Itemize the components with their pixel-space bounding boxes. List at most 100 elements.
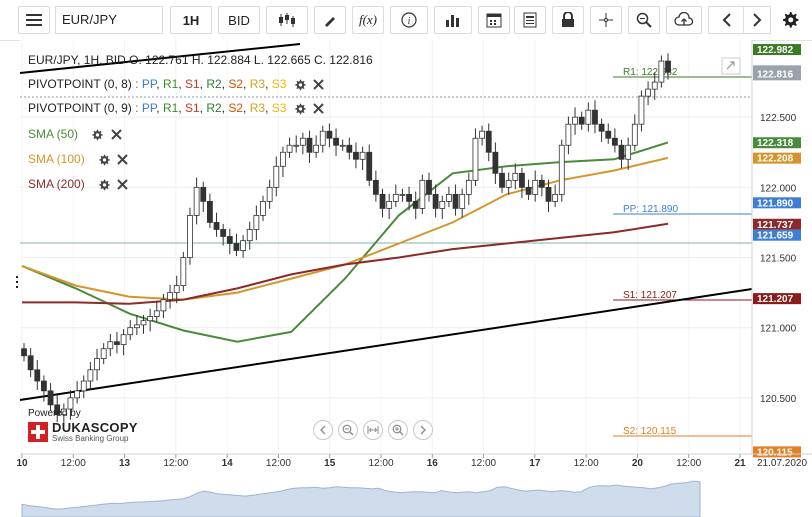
candle-body: [226, 236, 233, 244]
candle-body: [233, 243, 240, 251]
candle-body: [54, 404, 61, 416]
upload-button[interactable]: [666, 6, 702, 34]
gear-icon[interactable]: [98, 154, 110, 166]
menu-button[interactable]: [18, 6, 50, 34]
level-s2: S2: [228, 101, 244, 115]
close-icon[interactable]: [117, 154, 129, 166]
candle-body: [472, 137, 479, 181]
indicator-name: SMA (50): [28, 127, 79, 141]
candle-body: [598, 123, 605, 132]
gear-icon[interactable]: [98, 179, 110, 191]
dukascopy-logo: Powered by DUKASCOPY Swiss Banking Group: [28, 408, 138, 443]
candle-body: [133, 324, 140, 329]
ohlc-header: EUR/JPY, 1H, BID O. 122.761 H. 122.884 L…: [28, 53, 373, 67]
fit-width-icon: [367, 426, 379, 434]
candle-body: [21, 348, 27, 357]
scroll-left-button[interactable]: [708, 6, 744, 34]
candle-body: [140, 320, 147, 326]
price-side-button[interactable]: BID: [218, 6, 260, 34]
candle-body: [326, 130, 333, 139]
candle-body: [193, 186, 200, 216]
candle-body: [519, 172, 525, 188]
timeframe-button[interactable]: 1H: [170, 6, 212, 34]
zoom-button[interactable]: [628, 6, 660, 34]
candle-body: [80, 380, 87, 392]
swiss-cross-icon: [28, 422, 48, 442]
chart-navigation: [313, 420, 433, 440]
candle-body: [306, 137, 313, 153]
candle-body: [625, 144, 632, 160]
candle-body: [512, 172, 519, 181]
candle-body: [499, 172, 505, 188]
candle-body: [286, 144, 293, 153]
price-chart[interactable]: 120.500 121.000 121.500 122.000 122.500 10 12…: [0, 40, 812, 517]
y-tick-label: 121.500: [760, 254, 797, 265]
zoom-out-button[interactable]: [338, 420, 358, 440]
candle-body: [153, 310, 160, 317]
candle-body: [452, 193, 459, 209]
svg-text:121.659: 121.659: [757, 231, 794, 242]
close-icon[interactable]: [313, 79, 324, 91]
zoom-in-button[interactable]: [388, 420, 408, 440]
close-icon[interactable]: [110, 129, 122, 141]
candle-body: [147, 316, 154, 322]
candle-body: [366, 151, 373, 181]
powered-by-label: Powered by: [28, 408, 81, 419]
expand-icon[interactable]: [721, 57, 741, 75]
indicators-button[interactable]: [434, 6, 472, 34]
close-icon[interactable]: [313, 103, 324, 115]
drag-handle-icon[interactable]: [16, 276, 18, 288]
candle-body: [127, 327, 134, 336]
x-tick-label: 15: [324, 458, 336, 469]
gear-icon[interactable]: [294, 79, 306, 91]
svg-text:120.115: 120.115: [757, 447, 793, 458]
candle-body: [645, 88, 651, 97]
pivot-indicator-2: PIVOTPOINT (0, 9) : PP, R1, S1, R2, S2, …: [28, 101, 324, 115]
functions-button[interactable]: f(x): [352, 6, 384, 34]
calendar-button[interactable]: [478, 6, 510, 34]
candle-body: [572, 116, 578, 125]
info-button[interactable]: i: [390, 6, 428, 34]
candle-body: [446, 193, 452, 202]
report-button[interactable]: [514, 6, 546, 34]
level-r2: R2: [206, 77, 222, 91]
candle-body: [399, 193, 406, 196]
candle-body: [120, 334, 127, 345]
candle-body: [167, 292, 173, 301]
x-tick-label: 12:00: [676, 458, 701, 469]
overview-navigator[interactable]: [20, 470, 752, 517]
r1-label: R1: 122.982: [623, 67, 678, 78]
candle-body: [525, 186, 532, 195]
lock-button[interactable]: [552, 6, 584, 34]
trend-line-upper[interactable]: [19, 43, 301, 74]
level-r3: R3: [249, 101, 266, 115]
settings-button[interactable]: [776, 6, 804, 34]
candle-body: [485, 130, 492, 153]
brand-name: DUKASCOPY: [52, 420, 138, 435]
draw-button[interactable]: [314, 6, 346, 34]
crosshair-button[interactable]: [590, 6, 622, 34]
y-tick-label: 122.500: [760, 113, 797, 124]
indicator-name: SMA (100): [28, 152, 85, 166]
x-tick-label: 13: [119, 458, 131, 469]
gear-icon[interactable]: [294, 103, 306, 115]
level-pp: PP: [141, 101, 157, 115]
candle-body: [67, 397, 74, 410]
fit-button[interactable]: [363, 420, 383, 440]
price-tag: 121.737: [753, 218, 801, 231]
level-pp: PP: [141, 77, 157, 91]
symbol-input[interactable]: EUR/JPY: [55, 6, 163, 34]
gear-icon[interactable]: [91, 129, 104, 141]
trend-line-lower[interactable]: [19, 288, 753, 401]
candle-body: [465, 179, 472, 195]
chart-type-button[interactable]: [266, 6, 308, 34]
scroll-back-button[interactable]: [313, 420, 333, 440]
document-icon: [523, 12, 537, 28]
scroll-right-button[interactable]: [743, 6, 771, 34]
close-icon[interactable]: [117, 179, 129, 191]
price-tag: 122.982: [753, 44, 801, 56]
candle-body: [34, 369, 41, 382]
candle-body: [299, 137, 306, 146]
scroll-forward-button[interactable]: [413, 420, 433, 440]
cloud-upload-icon: [674, 12, 694, 26]
